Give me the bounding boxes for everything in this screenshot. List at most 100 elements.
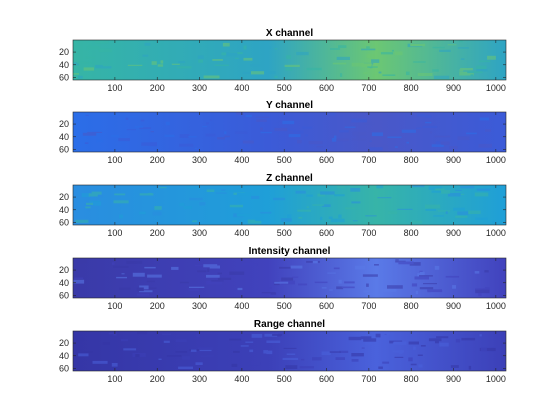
texture-patch [484, 270, 489, 273]
y-tick-label: 60 [59, 217, 69, 227]
texture-patch [288, 129, 296, 132]
texture-patch [387, 285, 403, 289]
texture-patch [411, 283, 418, 287]
texture-patch [475, 217, 488, 220]
texture-patch [217, 277, 232, 280]
texture-patch [394, 146, 398, 148]
x-tick-label: 300 [192, 301, 207, 311]
texture-patch [194, 264, 207, 267]
texture-patch [95, 64, 103, 69]
texture-patch [86, 46, 100, 50]
texture-patch [114, 193, 126, 196]
x-tick-label: 900 [446, 83, 461, 93]
texture-patch [475, 289, 490, 294]
x-tick-label: 100 [107, 228, 122, 238]
texture-patch [449, 146, 458, 150]
texture-patch [121, 339, 129, 342]
texture-patch [250, 361, 261, 366]
x-tick-label: 700 [361, 228, 376, 238]
texture-patch [79, 260, 88, 264]
x-tick-label: 900 [446, 374, 461, 384]
texture-patch [196, 334, 200, 337]
texture-patch [480, 347, 487, 352]
texture-patch [452, 285, 456, 289]
texture-patch [157, 64, 164, 67]
texture-patch [245, 114, 252, 117]
texture-patch [437, 210, 451, 212]
x-tick-label: 600 [319, 374, 334, 384]
texture-patch [73, 279, 85, 284]
texture-patch [305, 134, 308, 137]
texture-patch [195, 362, 203, 365]
y-tick-label: 20 [59, 338, 69, 348]
x-tick-label: 300 [192, 374, 207, 384]
texture-patch [392, 350, 404, 353]
texture-patch [215, 192, 227, 194]
y-tick-label: 20 [59, 265, 69, 275]
y-tick-label: 40 [59, 60, 69, 70]
texture-patch [351, 62, 364, 67]
texture-patch [427, 289, 442, 292]
texture-patch [266, 350, 273, 355]
texture-patch [334, 194, 345, 197]
axes-box [72, 39, 507, 81]
texture-patch [372, 57, 375, 60]
x-tick-label: 400 [234, 374, 249, 384]
texture-patch [457, 136, 470, 141]
texture-patch [368, 147, 383, 151]
texture-patch [251, 195, 260, 199]
texture-patch [389, 342, 393, 344]
texture-patch [137, 331, 148, 335]
texture-patch [88, 193, 98, 197]
texture-patch [408, 357, 413, 362]
texture-patch [165, 121, 170, 126]
texture-patch [178, 61, 186, 64]
texture-patch [321, 351, 331, 356]
texture-patch [329, 112, 336, 116]
texture-patch [374, 264, 379, 266]
texture-patch [119, 287, 131, 290]
texture-patch [460, 58, 465, 60]
x-tick-label: 600 [319, 83, 334, 93]
texture-patch [415, 290, 419, 295]
x-tick-label: 300 [192, 155, 207, 165]
texture-patch [362, 122, 375, 125]
texture-patch [151, 61, 157, 65]
texture-patch [135, 354, 140, 358]
texture-patch [382, 145, 389, 150]
heatmap-image [73, 331, 506, 371]
texture-patch [241, 263, 258, 266]
texture-patch [419, 271, 425, 275]
texture-patch [136, 287, 144, 292]
texture-patch [236, 213, 250, 217]
texture-patch [199, 202, 206, 206]
texture-patch [375, 333, 381, 338]
texture-patch [338, 214, 342, 219]
texture-patch [144, 42, 151, 46]
texture-patch [100, 66, 112, 69]
texture-patch [129, 116, 138, 118]
texture-patch [175, 339, 187, 342]
texture-patch [459, 71, 474, 76]
texture-patch [123, 348, 137, 351]
texture-patch [401, 129, 416, 133]
texture-patch [171, 63, 180, 65]
texture-patch [199, 349, 212, 352]
texture-patch [224, 131, 227, 134]
x-tick-label: 400 [234, 228, 249, 238]
texture-patch [139, 127, 152, 130]
texture-patch [413, 61, 426, 63]
x-tick-label: 700 [361, 83, 376, 93]
texture-patch [432, 69, 439, 72]
texture-patch [425, 204, 441, 209]
texture-patch [332, 62, 347, 65]
texture-patch [73, 73, 79, 75]
texture-patch [298, 283, 308, 286]
x-tick-label: 600 [319, 301, 334, 311]
x-tick-label: 400 [234, 83, 249, 93]
texture-patch [198, 347, 214, 350]
texture-patch [272, 334, 283, 336]
texture-patch [148, 192, 152, 195]
axes-box [72, 257, 507, 299]
texture-patch [245, 341, 254, 343]
